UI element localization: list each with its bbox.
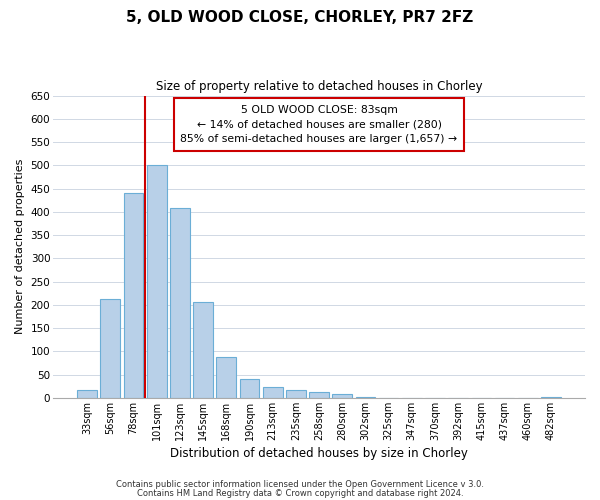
Bar	[100, 299, 120, 398]
Bar	[332, 394, 352, 398]
Bar	[193, 302, 213, 398]
Text: Contains public sector information licensed under the Open Government Licence v : Contains public sector information licen…	[116, 480, 484, 489]
Text: 5 OLD WOOD CLOSE: 83sqm
← 14% of detached houses are smaller (280)
85% of semi-d: 5 OLD WOOD CLOSE: 83sqm ← 14% of detache…	[181, 104, 458, 144]
Bar	[147, 166, 167, 398]
Bar	[217, 357, 236, 398]
Bar	[124, 193, 143, 398]
Title: Size of property relative to detached houses in Chorley: Size of property relative to detached ho…	[156, 80, 482, 93]
Bar	[356, 397, 375, 398]
Bar	[77, 390, 97, 398]
Bar	[170, 208, 190, 398]
Y-axis label: Number of detached properties: Number of detached properties	[15, 159, 25, 334]
Bar	[239, 380, 259, 398]
Bar	[309, 392, 329, 398]
X-axis label: Distribution of detached houses by size in Chorley: Distribution of detached houses by size …	[170, 447, 468, 460]
Text: Contains HM Land Registry data © Crown copyright and database right 2024.: Contains HM Land Registry data © Crown c…	[137, 488, 463, 498]
Text: 5, OLD WOOD CLOSE, CHORLEY, PR7 2FZ: 5, OLD WOOD CLOSE, CHORLEY, PR7 2FZ	[127, 10, 473, 25]
Bar	[541, 397, 561, 398]
Bar	[286, 390, 306, 398]
Bar	[263, 387, 283, 398]
